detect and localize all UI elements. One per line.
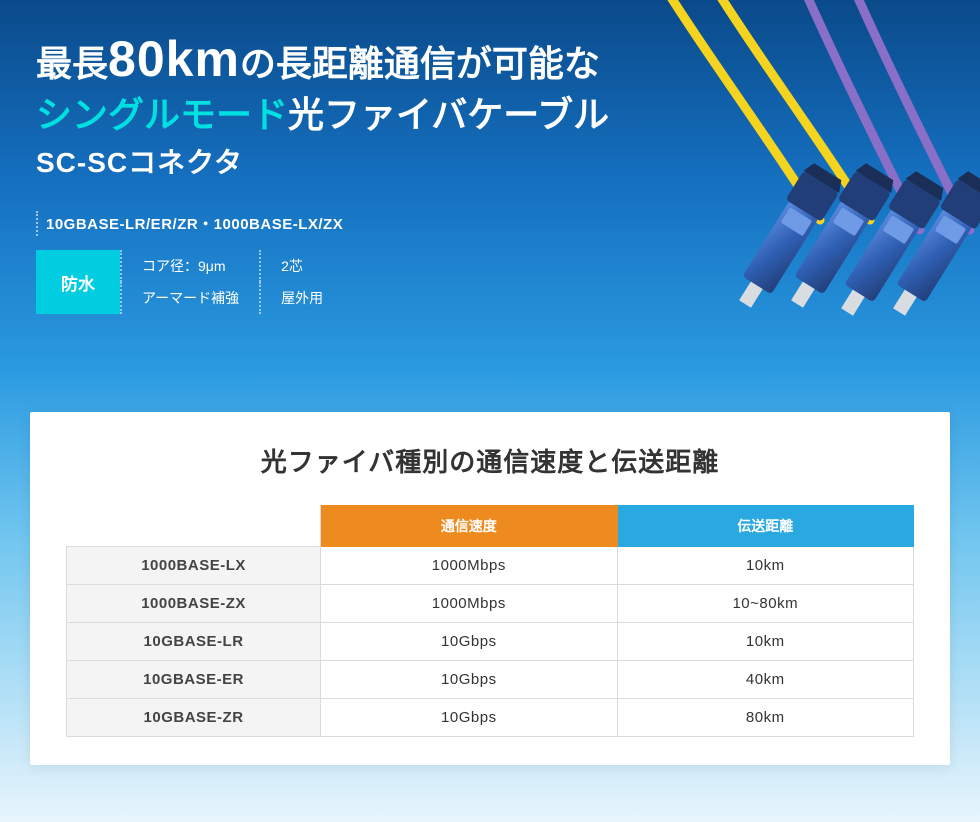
table-row: 1000BASE-LX 1000Mbps 10km (67, 547, 914, 585)
hero-headline-1: 最長80kmの長距離通信が可能な (36, 28, 944, 91)
hero-subtitle: SC-SCコネクタ (36, 141, 944, 181)
cell-dist: 80km (617, 699, 913, 737)
cell-speed: 10Gbps (321, 661, 617, 699)
table-title: 光ファイバ種別の通信速度と伝送距離 (66, 442, 914, 479)
cell-type: 10GBASE-LR (67, 623, 321, 661)
cell-type: 1000BASE-ZX (67, 585, 321, 623)
fiber-table: 通信速度 伝送距離 1000BASE-LX 1000Mbps 10km 1000… (66, 505, 914, 737)
spec-core: コア径：9μm (120, 250, 259, 282)
table-row: 10GBASE-LR 10Gbps 10km (67, 623, 914, 661)
spec-col-2: 2芯 屋外用 (259, 250, 343, 314)
cell-type: 1000BASE-LX (67, 547, 321, 585)
spec-block: 10GBASE-LR/ER/ZR・1000BASE-LX/ZX 防水 コア径：9… (36, 211, 944, 314)
waterproof-badge: 防水 (36, 250, 120, 314)
spec-strand: 2芯 (259, 250, 343, 282)
hero-big: 80km (108, 31, 240, 87)
cell-dist: 10km (617, 547, 913, 585)
table-row: 10GBASE-ER 10Gbps 40km (67, 661, 914, 699)
table-row: 10GBASE-ZR 10Gbps 80km (67, 699, 914, 737)
cell-dist: 10~80km (617, 585, 913, 623)
cell-type: 10GBASE-ER (67, 661, 321, 699)
spec-armor: アーマード補強 (120, 282, 259, 314)
cell-speed: 10Gbps (321, 699, 617, 737)
cell-speed: 10Gbps (321, 623, 617, 661)
table-header-speed: 通信速度 (321, 506, 617, 547)
spec-outdoor: 屋外用 (259, 282, 343, 314)
spec-grid: 防水 コア径：9μm アーマード補強 2芯 屋外用 (36, 250, 944, 314)
hero-rest: 光ファイバケーブル (288, 94, 609, 135)
table-row: 1000BASE-ZX 1000Mbps 10~80km (67, 585, 914, 623)
table-panel: 光ファイバ種別の通信速度と伝送距離 通信速度 伝送距離 1000BASE-LX … (30, 412, 950, 765)
table-header-distance: 伝送距離 (617, 506, 913, 547)
cell-speed: 1000Mbps (321, 585, 617, 623)
table-blank-header (67, 506, 321, 547)
cell-dist: 40km (617, 661, 913, 699)
spec-standards: 10GBASE-LR/ER/ZR・1000BASE-LX/ZX (36, 211, 944, 236)
hero-accent: シングルモード (36, 94, 288, 135)
hero-headline-2: シングルモード光ファイバケーブル (36, 91, 944, 140)
hero-suffix: の長距離通信が可能な (240, 43, 600, 84)
cell-speed: 1000Mbps (321, 547, 617, 585)
spec-col-1: コア径：9μm アーマード補強 (120, 250, 259, 314)
cell-dist: 10km (617, 623, 913, 661)
cell-type: 10GBASE-ZR (67, 699, 321, 737)
hero: 最長80kmの長距離通信が可能な シングルモード光ファイバケーブル SC-SCコ… (0, 0, 980, 336)
hero-prefix: 最長 (36, 43, 108, 84)
